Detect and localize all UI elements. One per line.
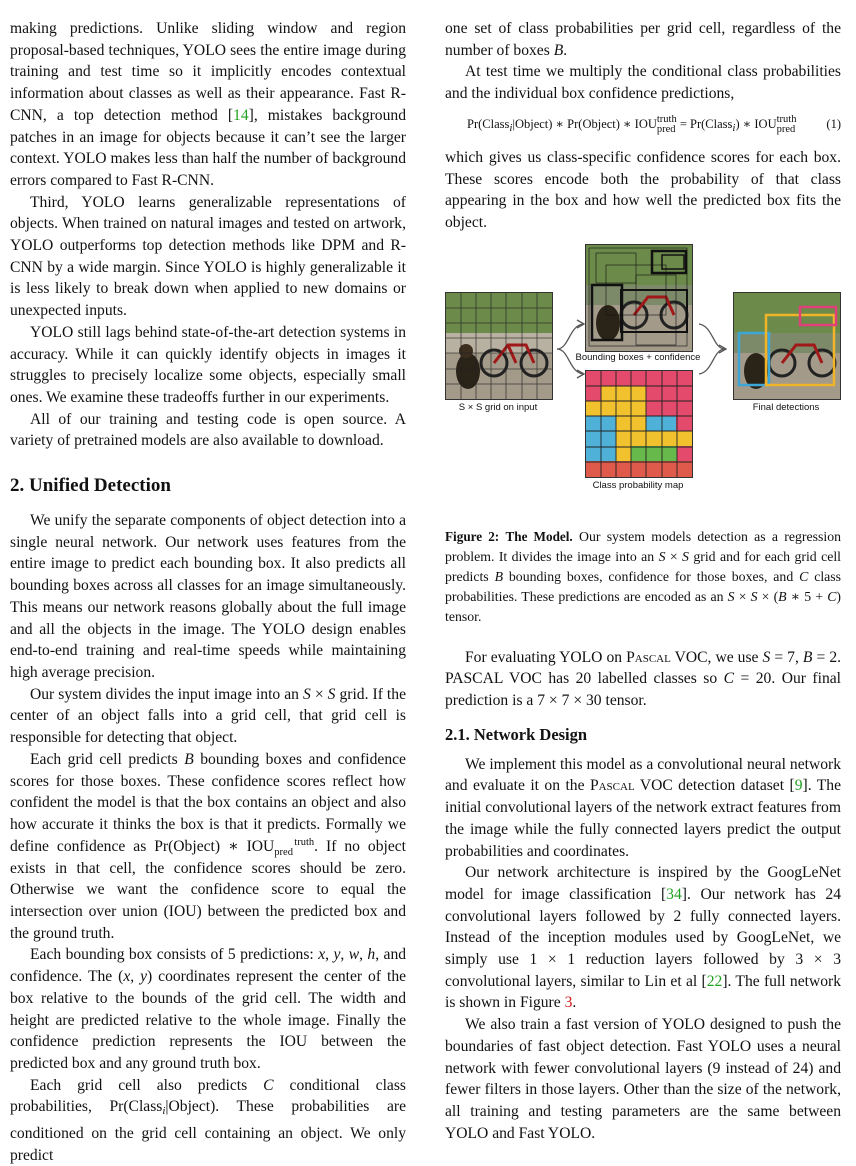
input-label: S × S grid on input [458, 401, 538, 413]
final-detections-image [733, 291, 841, 400]
figure-link[interactable]: 3 [564, 994, 573, 1012]
citation-link[interactable]: 9 [794, 777, 803, 795]
subsection-heading: 2.1. Network Design [445, 724, 588, 744]
paragraph: Each bounding box consists of 5 predicti… [10, 946, 407, 1072]
merge-arrow-icon [698, 322, 728, 375]
input-grid-image [445, 291, 553, 400]
class-probability-map [585, 369, 693, 478]
left-column: making predictions. Unlike sliding windo… [10, 18, 406, 1166]
equation-number: (1) [826, 117, 841, 132]
bounding-boxes-image [585, 243, 693, 352]
class-probability-map-svg [586, 370, 692, 477]
paragraph: At test time we multiply the conditional… [445, 63, 841, 103]
paragraph: Our network architecture is inspired by … [445, 864, 841, 1012]
paragraph: one set of class probabilities per grid … [445, 20, 841, 59]
paragraph: Our system divides the input image into … [10, 685, 406, 747]
paragraph: YOLO still lags behind state-of-the-art … [10, 323, 406, 406]
boxes-label: Bounding boxes + confidence [575, 351, 701, 363]
equation-1: Pr(Classi|Object) ∗ Pr(Object) ∗ IOUtrut… [467, 113, 841, 135]
section-heading: 2. Unified Detection [10, 475, 171, 497]
final-detections-image-svg [734, 292, 840, 399]
citation-link[interactable]: 34 [666, 885, 682, 903]
right-column: one set of class probabilities per grid … [445, 18, 841, 1144]
paragraph: We also train a fast version of YOLO des… [445, 1016, 841, 1142]
input-grid-image-svg [446, 292, 552, 399]
figure-2: S × S grid on input [445, 243, 841, 519]
paragraph: All of our training and testing code is … [10, 410, 406, 450]
split-arrow-icon [556, 319, 586, 379]
paragraph: We unify the separate components of obje… [10, 512, 406, 681]
paragraph: which gives us class-specific confidence… [445, 148, 841, 231]
paragraph: Each grid cell predicts B bounding boxes… [10, 750, 406, 942]
citation-link[interactable]: 22 [706, 972, 723, 990]
final-label: Final detections [752, 401, 820, 413]
probmap-label: Class probability map [592, 479, 684, 491]
citation-link[interactable]: 14 [233, 106, 249, 124]
figure-caption: Figure 2: The Model. Our system models d… [445, 528, 842, 624]
paragraph: Third, YOLO learns generalizable represe… [10, 193, 406, 320]
paragraph: We implement this model as a convolution… [445, 755, 841, 860]
paragraph: Each grid cell also predicts C condition… [10, 1076, 406, 1164]
paragraph: making predictions. Unlike sliding windo… [10, 20, 406, 189]
bounding-boxes-image-svg [586, 244, 692, 351]
paragraph: For evaluating YOLO on Pascal VOC, we us… [445, 648, 842, 710]
